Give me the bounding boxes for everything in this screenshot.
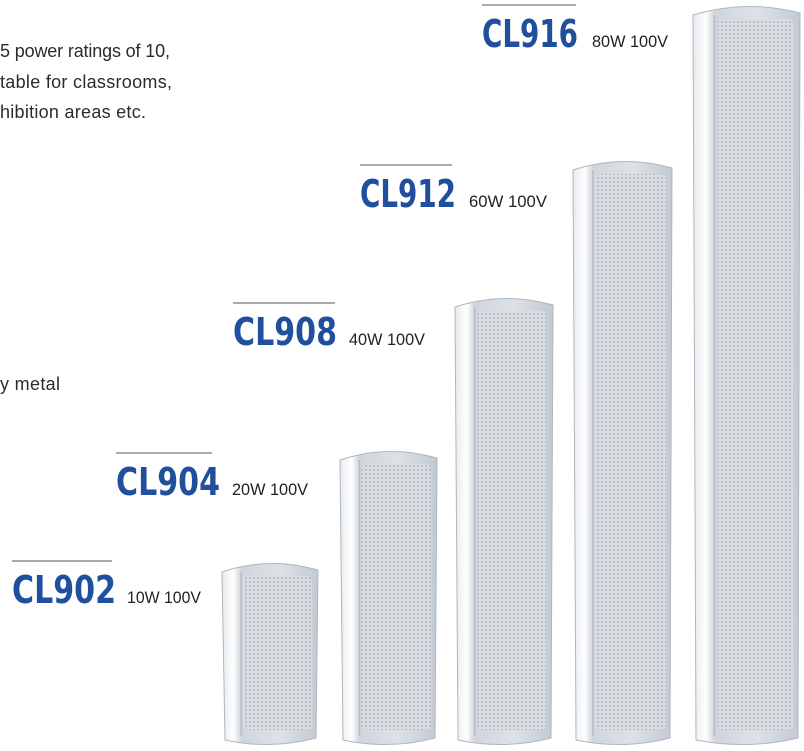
model-name: CL902 xyxy=(12,568,116,612)
model-spec: 80W 100V xyxy=(592,32,669,51)
speaker xyxy=(572,160,673,745)
speaker xyxy=(339,450,438,745)
model-spec: 20W 100V xyxy=(232,480,309,499)
intro-text: 5 power ratings of 10, table for classro… xyxy=(0,41,172,394)
model-name: CL912 xyxy=(360,172,456,216)
model-name: CL908 xyxy=(233,310,337,354)
model-spec: 60W 100V xyxy=(469,192,548,211)
intro-line: hibition areas etc. xyxy=(0,102,146,122)
speaker xyxy=(692,5,801,746)
model-spec: 40W 100V xyxy=(349,330,426,349)
speaker-grille xyxy=(716,19,794,730)
speaker-grille xyxy=(594,174,667,730)
speaker-grille xyxy=(476,311,548,730)
speaker-grille xyxy=(361,464,432,730)
intro-line: table for classrooms, xyxy=(0,72,172,92)
speaker-grille xyxy=(243,576,313,730)
speakers xyxy=(221,5,801,746)
model-spec: 10W 100V xyxy=(127,588,202,607)
model-labels: CL902 10W 100V CL904 20W 100V CL908 40W 100V C… xyxy=(12,4,669,612)
model-name: CL916 xyxy=(482,12,578,56)
intro-line: 5 power ratings of 10, xyxy=(0,41,170,61)
speaker xyxy=(454,297,554,745)
speaker xyxy=(221,563,319,745)
model-name: CL904 xyxy=(116,460,220,504)
text-fragment: y metal xyxy=(0,374,60,394)
